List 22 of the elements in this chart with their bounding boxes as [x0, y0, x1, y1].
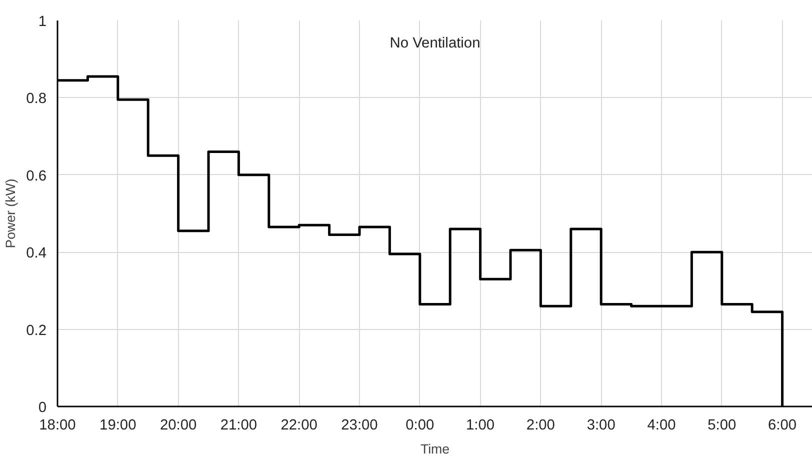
x-tick-label: 1:00 [466, 418, 495, 434]
y-tick-label: 0 [38, 400, 47, 416]
x-tick-label: 19:00 [100, 418, 136, 434]
y-tick-label: 0.2 [26, 322, 46, 339]
x-tick-label: 20:00 [160, 418, 197, 434]
x-tick-label: 21:00 [220, 418, 258, 434]
x-tick-label: 22:00 [280, 418, 318, 434]
x-tick-label: 6:00 [768, 418, 797, 434]
x-tick-label: 23:00 [341, 418, 378, 434]
y-tick-label: 0.6 [26, 168, 46, 184]
x-tick-label: 0:00 [406, 418, 434, 434]
y-tick-label: 0.8 [26, 91, 46, 108]
y-tick-label: 1 [38, 14, 47, 30]
y-axis-title: Power (kW) [3, 178, 18, 248]
x-tick-label: 3:00 [586, 418, 616, 434]
x-axis-title: Time [420, 442, 450, 456]
x-tick-label: 4:00 [647, 418, 676, 434]
text: No Ventilation [390, 36, 480, 52]
x-tick-label: 5:00 [708, 418, 736, 434]
y-tick-label: 0.4 [26, 246, 46, 262]
x-tick-label: 2:00 [526, 418, 555, 434]
x-tick-label: 18:00 [39, 418, 76, 434]
